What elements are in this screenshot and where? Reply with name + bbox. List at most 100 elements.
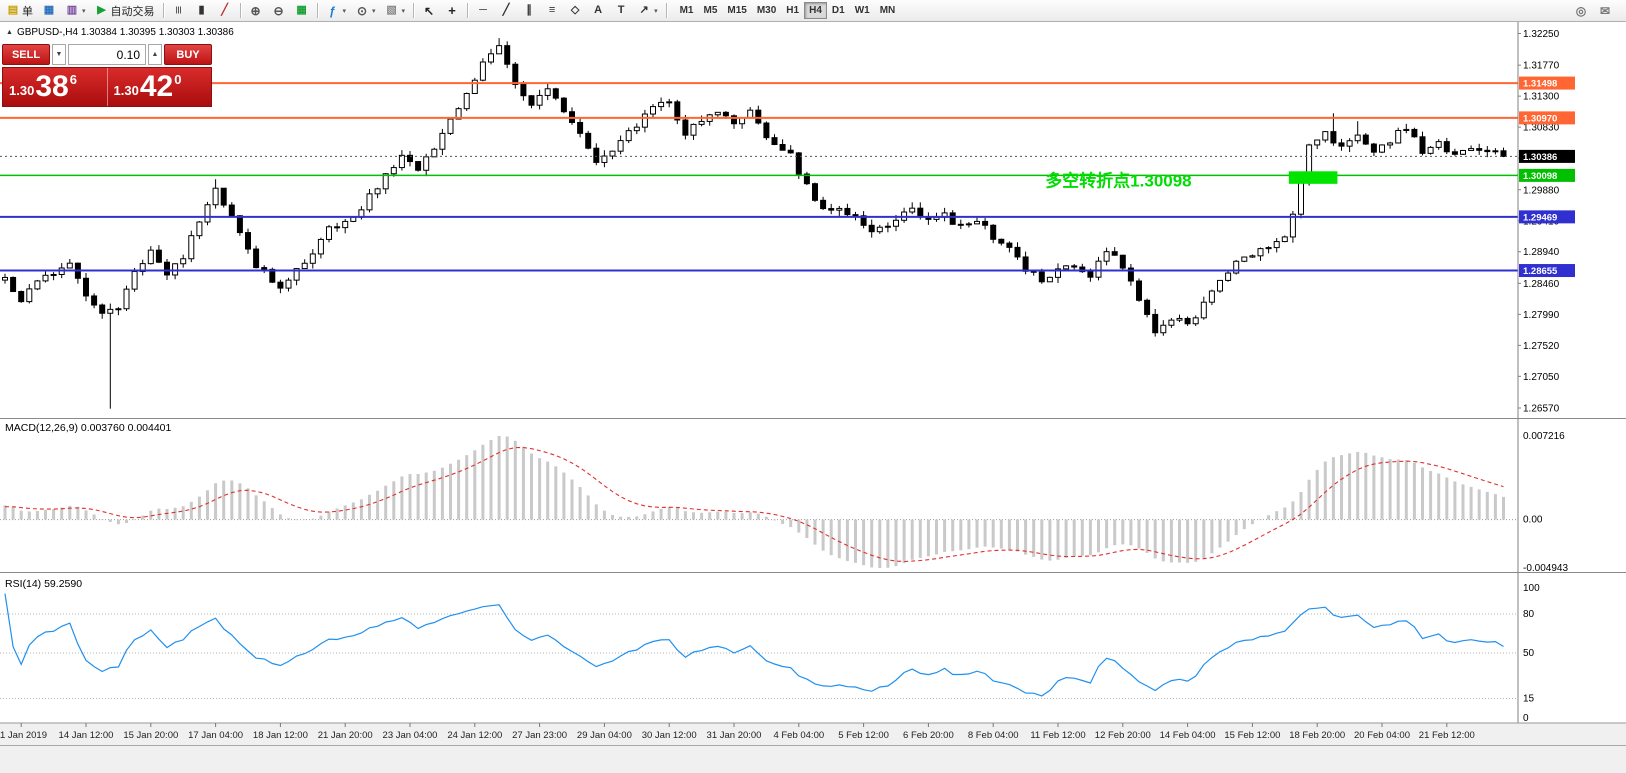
tile-windows-button[interactable]: ▦ bbox=[291, 1, 313, 20]
channel-button[interactable]: ∥ bbox=[518, 1, 540, 20]
dropdown-arrow-icon: ▾ bbox=[401, 7, 406, 15]
time-label: 15 Jan 20:00 bbox=[123, 730, 178, 741]
volume-down-button[interactable]: ▼ bbox=[52, 44, 66, 65]
chart-window-icon: ▦ bbox=[43, 4, 55, 16]
toolbar-separator bbox=[239, 3, 241, 18]
mail-icon: ✉ bbox=[1599, 3, 1611, 18]
price-axis-label: 1.27050 bbox=[1523, 372, 1560, 383]
timeframe-m1-button[interactable]: M1 bbox=[675, 2, 699, 19]
toolbar-separator bbox=[316, 3, 318, 18]
fibonacci-icon: ≡ bbox=[548, 4, 556, 16]
profiles-button[interactable]: ▥ ▾ bbox=[61, 1, 90, 20]
crosshair-icon: + bbox=[448, 3, 456, 18]
price-axis-label: 1.28460 bbox=[1523, 279, 1560, 290]
chart-canvas[interactable]: MACD(12,26,9) 0.003760 0.004401 0.007216 0… bbox=[0, 22, 1626, 745]
rsi-axis-label: 50 bbox=[1523, 648, 1535, 659]
time-label: 24 Jan 12:00 bbox=[447, 730, 502, 741]
periods-icon: ⊙ bbox=[357, 3, 368, 18]
annotation-text[interactable]: 多空转折点1.30098 bbox=[1045, 171, 1191, 191]
indicators-button[interactable]: ƒ ▾ bbox=[322, 1, 351, 20]
new-order-button-label: 单 bbox=[22, 5, 33, 18]
price-badge bbox=[1519, 149, 1575, 163]
dropdown-arrow-icon: ▾ bbox=[82, 7, 86, 15]
timeframe-group: M1 M5 M15 M30 H1 H4 D1 W1 MN bbox=[675, 2, 901, 19]
time-label: 6 Feb 20:00 bbox=[903, 730, 954, 741]
oct-toggle-icon[interactable]: ▲ bbox=[6, 29, 13, 36]
timeframe-m5-button[interactable]: M5 bbox=[698, 2, 722, 19]
fibonacci-button[interactable]: ≡ bbox=[541, 1, 563, 20]
templates-button[interactable]: ▧ ▾ bbox=[381, 1, 410, 20]
sell-price-big: 38 bbox=[35, 70, 69, 103]
trendline-button[interactable]: ╱ bbox=[495, 1, 517, 20]
time-axis[interactable]: 11 Jan 2019 14 Jan 12:00 15 Jan 20:00 17 Ja… bbox=[0, 722, 1626, 745]
pane-dividers[interactable] bbox=[0, 418, 1626, 574]
buy-price[interactable]: 1.30 42 0 bbox=[106, 68, 212, 106]
price-axis[interactable]: 1.322501.317701.313001.308301.303601.298… bbox=[1517, 22, 1575, 723]
search-button[interactable]: ◎ bbox=[1570, 1, 1592, 20]
price-badge bbox=[1519, 210, 1575, 224]
macd-axis-label: 0.00 bbox=[1523, 515, 1543, 526]
timeframe-h4-button[interactable]: H4 bbox=[804, 2, 827, 19]
highlight-rectangle[interactable] bbox=[1288, 171, 1338, 184]
oct-order-row: SELL ▼ ▲ BUY bbox=[2, 44, 212, 65]
buy-button[interactable]: BUY bbox=[164, 44, 212, 65]
timeframe-h1-button[interactable]: H1 bbox=[781, 2, 804, 19]
zoom-in-button[interactable]: ⊕ bbox=[245, 1, 267, 20]
timeframe-d1-button[interactable]: D1 bbox=[827, 2, 850, 19]
autotrading-icon: ▶ bbox=[97, 4, 106, 16]
line-chart-button[interactable]: ╱ bbox=[214, 1, 236, 20]
timeframe-m30-button[interactable]: M30 bbox=[752, 2, 781, 19]
zoom-in-icon: ⊕ bbox=[250, 3, 261, 18]
cursor-button[interactable]: ↖ bbox=[418, 1, 440, 20]
sell-button[interactable]: SELL bbox=[2, 44, 50, 65]
rsi-axis-label: 15 bbox=[1523, 694, 1535, 705]
symbol-ohlc-text: GBPUSD-,H4 1.30384 1.30395 1.30303 1.303… bbox=[16, 27, 234, 38]
time-label: 11 Jan 2019 bbox=[0, 730, 47, 741]
svg-text:1.31498: 1.31498 bbox=[1523, 79, 1557, 90]
time-label: 30 Jan 12:00 bbox=[642, 730, 697, 741]
svg-text:1.30098: 1.30098 bbox=[1523, 171, 1557, 182]
bar-chart-button[interactable]: ||| bbox=[168, 1, 190, 20]
mail-button[interactable]: ✉ bbox=[1594, 1, 1616, 20]
timeframe-mn-button[interactable]: MN bbox=[875, 2, 901, 19]
bar-chart-icon: ||| bbox=[175, 7, 182, 14]
text-label-icon: T bbox=[617, 4, 625, 16]
shapes-button[interactable]: ◇ bbox=[564, 1, 586, 20]
shapes-icon: ◇ bbox=[570, 4, 580, 16]
new-order-button[interactable]: ▤ 单 bbox=[2, 1, 37, 20]
macd-pane: MACD(12,26,9) 0.003760 0.004401 0.007216 0… bbox=[0, 422, 1568, 574]
volume-up-button[interactable]: ▲ bbox=[148, 44, 162, 65]
crosshair-button[interactable]: + bbox=[441, 1, 463, 20]
arrows-button[interactable]: ↗ ▾ bbox=[633, 1, 662, 20]
horizontal-line-button[interactable]: ─ bbox=[472, 1, 494, 20]
text-label-button[interactable]: T bbox=[610, 1, 632, 20]
price-axis-label: 1.31300 bbox=[1523, 92, 1560, 103]
price-axis-label: 1.27990 bbox=[1523, 310, 1560, 321]
periods-button[interactable]: ⊙ ▾ bbox=[351, 1, 380, 20]
autotrading-button[interactable]: ▶ 自动交易 bbox=[91, 1, 159, 20]
price-axis-label: 1.27520 bbox=[1523, 341, 1560, 352]
line-chart-icon: ╱ bbox=[221, 4, 228, 16]
chart-window-button[interactable]: ▦ bbox=[38, 1, 60, 20]
time-label: 18 Feb 20:00 bbox=[1289, 730, 1345, 741]
candlestick-chart-button[interactable]: ▮ bbox=[191, 1, 213, 20]
timeframe-w1-button[interactable]: W1 bbox=[850, 2, 875, 19]
time-label: 18 Jan 12:00 bbox=[253, 730, 308, 741]
time-label: 14 Feb 04:00 bbox=[1160, 730, 1216, 741]
timeframe-m15-button[interactable]: M15 bbox=[722, 2, 751, 19]
candles-group bbox=[2, 38, 1507, 409]
price-axis-label: 1.28940 bbox=[1523, 247, 1560, 258]
volume-input[interactable] bbox=[68, 44, 146, 65]
time-label: 29 Jan 04:00 bbox=[577, 730, 632, 741]
autotrading-button-label: 自动交易 bbox=[110, 5, 155, 18]
channel-icon: ∥ bbox=[526, 4, 532, 16]
price-axis-label: 1.26570 bbox=[1523, 404, 1560, 415]
toolbar: ▤ 单 ▦ ▥ ▾ ▶ 自动交易 ||| ▮ ╱ ⊕ ⊖ ▦ ƒ ▾ ⊙ ▾ ▧ ▾ ↖ + ─ ╱ ∥ ≡ ◇ A T ↗ ▾ M1 M5 M… bbox=[0, 0, 1626, 22]
time-label: 5 Feb 12:00 bbox=[838, 730, 889, 741]
sell-price[interactable]: 1.30 38 6 bbox=[3, 68, 107, 106]
zoom-out-icon: ⊖ bbox=[273, 3, 284, 18]
text-button[interactable]: A bbox=[587, 1, 609, 20]
zoom-out-button[interactable]: ⊖ bbox=[268, 1, 290, 20]
